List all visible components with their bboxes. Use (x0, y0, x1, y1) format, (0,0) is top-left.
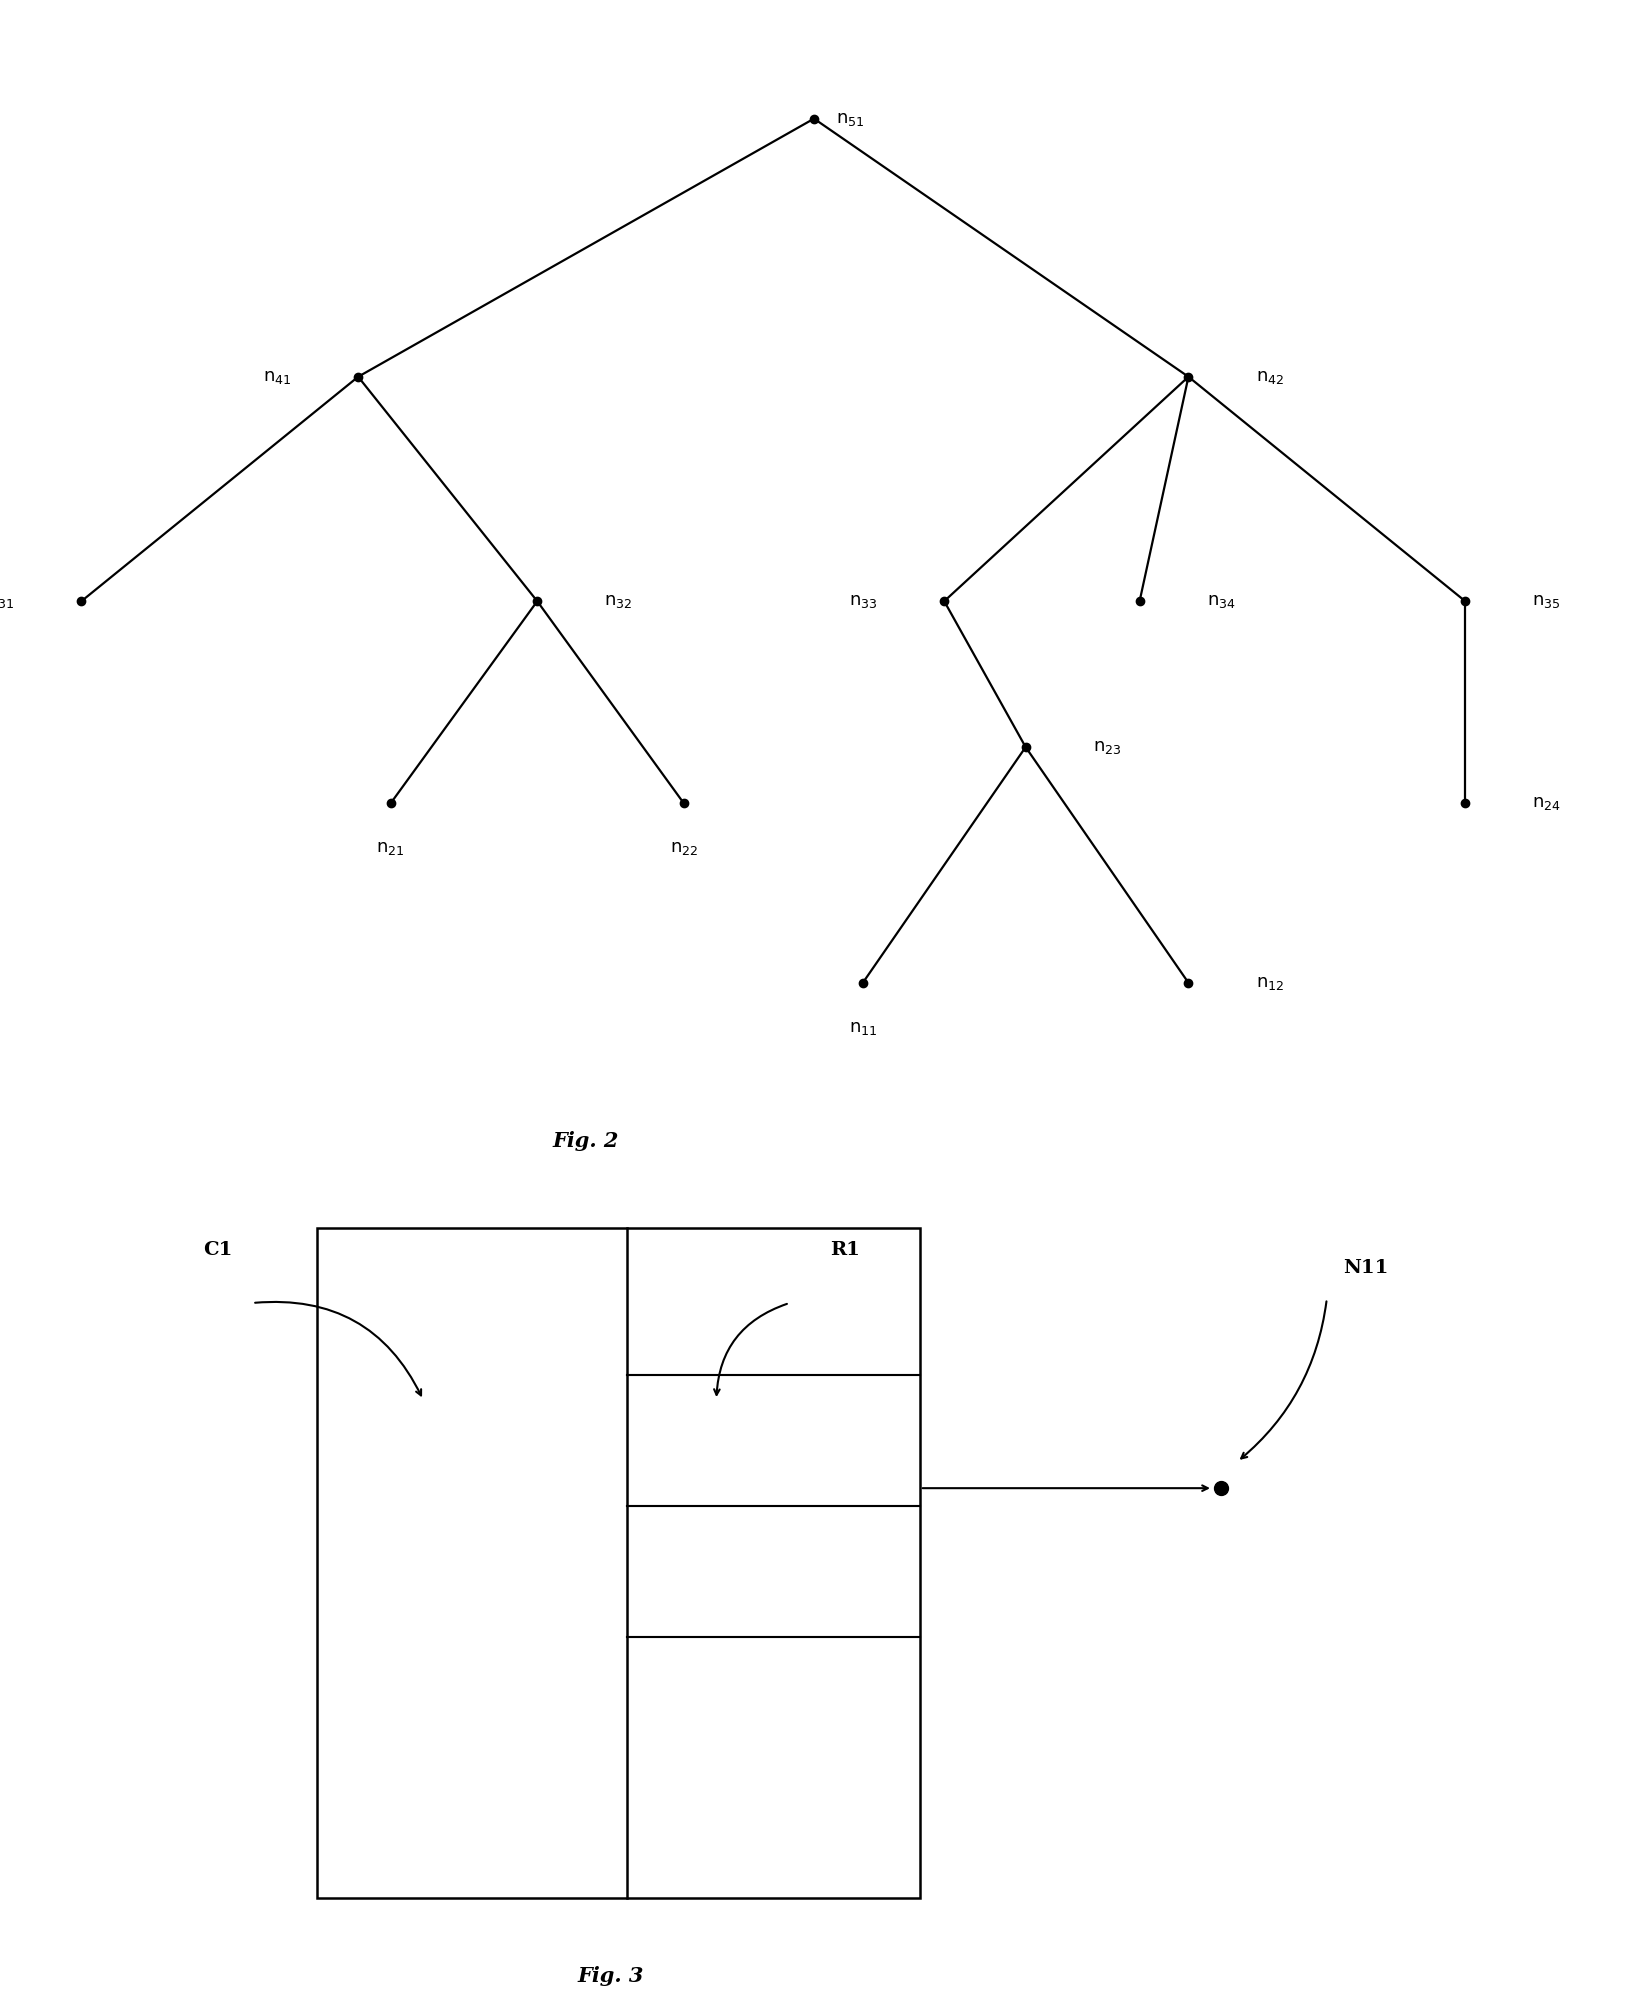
Text: $\mathrm{n}_{11}$: $\mathrm{n}_{11}$ (848, 1018, 877, 1036)
Text: Fig. 2: Fig. 2 (554, 1130, 619, 1150)
Text: $\mathrm{n}_{51}$: $\mathrm{n}_{51}$ (835, 110, 864, 128)
Text: $\mathrm{n}_{24}$: $\mathrm{n}_{24}$ (1532, 794, 1561, 812)
Text: $\mathrm{n}_{41}$: $\mathrm{n}_{41}$ (262, 369, 291, 385)
Text: $\mathrm{n}_{42}$: $\mathrm{n}_{42}$ (1255, 369, 1284, 385)
Bar (317, 1228, 920, 1898)
Text: $\mathrm{n}_{12}$: $\mathrm{n}_{12}$ (1255, 974, 1284, 992)
Text: C1: C1 (204, 1240, 233, 1259)
Text: $\mathrm{n}_{33}$: $\mathrm{n}_{33}$ (848, 593, 877, 609)
Text: N11: N11 (1343, 1259, 1389, 1277)
Text: $\mathrm{n}_{35}$: $\mathrm{n}_{35}$ (1532, 593, 1561, 609)
Text: $\mathrm{n}_{21}$: $\mathrm{n}_{21}$ (376, 840, 405, 858)
Text: Fig. 3: Fig. 3 (578, 1966, 643, 1986)
Text: $\mathrm{n}_{32}$: $\mathrm{n}_{32}$ (604, 593, 633, 609)
Text: $\mathrm{n}_{31}$: $\mathrm{n}_{31}$ (0, 593, 15, 609)
Text: $\mathrm{n}_{34}$: $\mathrm{n}_{34}$ (1206, 593, 1236, 609)
Text: R1: R1 (830, 1240, 860, 1259)
Text: $\mathrm{n}_{22}$: $\mathrm{n}_{22}$ (669, 840, 698, 858)
Text: $\mathrm{n}_{23}$: $\mathrm{n}_{23}$ (1092, 737, 1122, 756)
